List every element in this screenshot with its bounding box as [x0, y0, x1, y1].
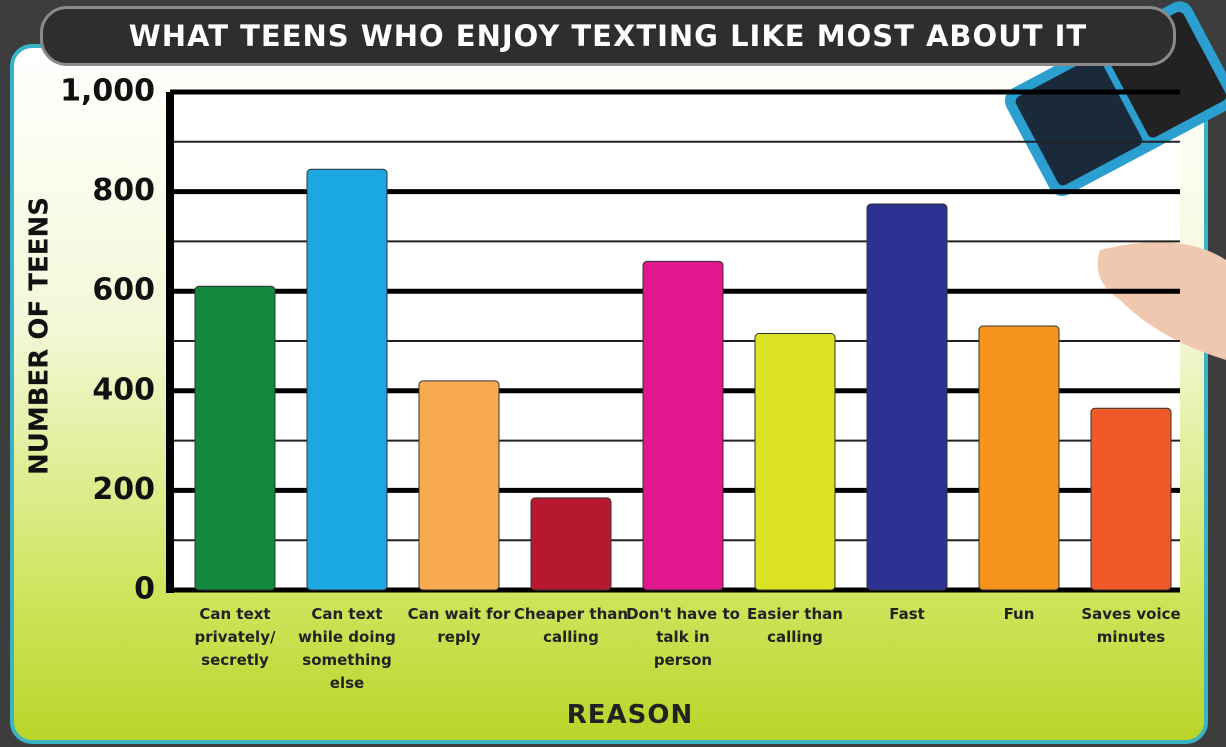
x-tick-label: Fast	[889, 605, 925, 623]
x-tick-label: Saves voice minutes	[1081, 605, 1181, 646]
bar	[530, 497, 612, 591]
bar	[642, 260, 724, 591]
bar	[866, 203, 948, 591]
y-tick-label: 0	[134, 572, 155, 607]
x-tick-label: Can text privately/ secretly	[194, 605, 276, 669]
bar	[194, 285, 276, 591]
chart-title: WHAT TEENS WHO ENJOY TEXTING LIKE MOST A…	[40, 6, 1176, 66]
x-tick-label: Can text while doing something else	[298, 605, 396, 692]
x-tick-label: Easier than calling	[747, 605, 843, 646]
bar	[978, 325, 1060, 591]
bar	[1090, 407, 1172, 591]
y-tick-label: 400	[92, 372, 155, 407]
y-tick-label: 600	[92, 273, 155, 308]
x-tick-label: Don't have to talk in person	[626, 605, 740, 669]
x-axis-label: REASON	[566, 700, 694, 730]
bar	[754, 333, 836, 591]
y-tick-label: 1,000	[60, 74, 155, 109]
x-tick-label: Fun	[1003, 605, 1035, 623]
x-tick-label: Can wait for reply	[407, 605, 511, 646]
hand-decoration	[1097, 242, 1226, 360]
bar	[418, 380, 500, 591]
y-tick-label: 800	[92, 173, 155, 208]
y-axis-label: NUMBER OF TEENS	[25, 197, 55, 475]
y-tick-label: 200	[92, 472, 155, 507]
x-tick-label: Cheaper than calling	[513, 605, 629, 646]
bar	[306, 168, 388, 591]
